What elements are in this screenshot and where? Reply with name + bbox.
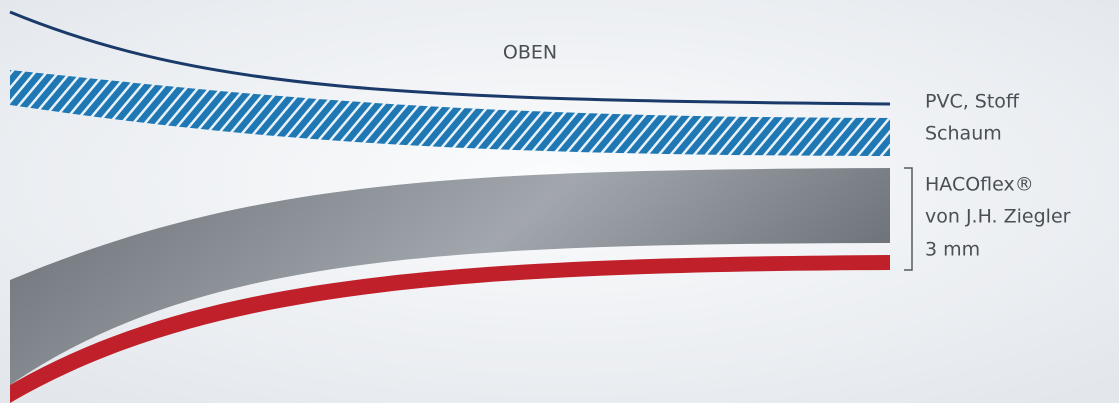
layer-label: 3 mm — [925, 239, 980, 261]
layer-label: HACOflex® — [925, 174, 1034, 196]
layer-label: von J.H. Ziegler — [925, 206, 1071, 228]
hacoflex-layer — [10, 168, 890, 385]
bracket — [904, 167, 913, 271]
red-layer — [10, 255, 890, 403]
pvc-layer — [9, 10, 891, 106]
top-label: OBEN — [503, 42, 557, 64]
layer-label: Schaum — [925, 123, 1002, 145]
layer-label: PVC, Stoff — [925, 91, 1020, 113]
foam-layer — [10, 70, 890, 156]
